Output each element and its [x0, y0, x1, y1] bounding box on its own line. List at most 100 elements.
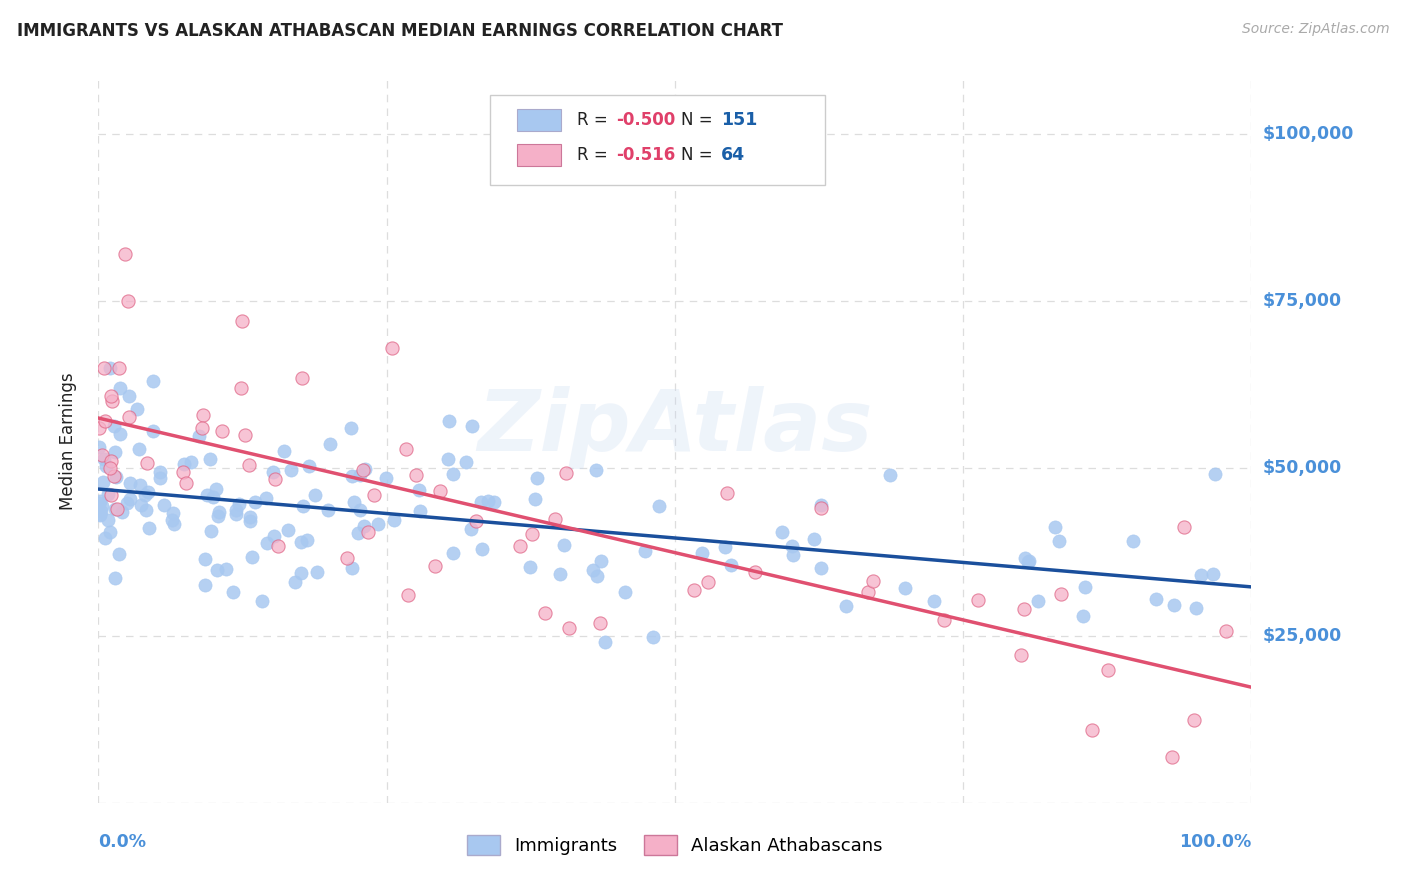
Point [519, 560, 541, 574]
Point [1185, 601, 1208, 615]
Point [238, 458, 260, 472]
Point [349, 467, 371, 482]
Point [862, 574, 884, 588]
Point [1097, 663, 1119, 677]
Point [443, 545, 465, 559]
Point [548, 567, 571, 582]
Point [295, 533, 318, 547]
Point [409, 504, 432, 518]
Point [1189, 567, 1212, 582]
Point [90, 448, 112, 462]
Point [744, 565, 766, 579]
Point [437, 452, 460, 467]
Point [352, 463, 374, 477]
Point [291, 371, 314, 385]
Point [589, 554, 612, 568]
Point [585, 463, 607, 477]
Point [482, 495, 505, 509]
Point [125, 402, 148, 417]
Point [202, 490, 225, 504]
Point [240, 549, 263, 564]
Point [142, 375, 165, 389]
Point [142, 424, 165, 438]
Point [357, 524, 380, 539]
Point [375, 471, 398, 485]
Point [277, 523, 299, 537]
Point [87, 440, 110, 454]
Point [1080, 723, 1102, 737]
Point [280, 463, 302, 477]
Point [1018, 554, 1040, 568]
Point [647, 499, 669, 513]
Point [1204, 467, 1226, 481]
Point [198, 451, 221, 466]
Point [1202, 567, 1225, 582]
Text: -0.516: -0.516 [616, 145, 675, 164]
Point [135, 503, 157, 517]
Point [93, 414, 115, 428]
Point [304, 488, 326, 502]
Point [225, 507, 247, 521]
Point [115, 495, 138, 509]
Point [405, 467, 427, 482]
Point [104, 469, 127, 483]
Point [1049, 587, 1071, 601]
Point [353, 462, 375, 476]
Text: N =: N = [681, 145, 717, 164]
Point [172, 465, 194, 479]
Point [558, 621, 581, 635]
Point [231, 314, 253, 328]
Point [588, 615, 610, 630]
Point [343, 495, 366, 509]
Point [94, 531, 117, 545]
Point [582, 564, 605, 578]
Point [225, 503, 247, 517]
Point [239, 510, 262, 524]
Point [193, 551, 215, 566]
Text: $75,000: $75,000 [1263, 292, 1341, 310]
Point [180, 455, 202, 469]
Point [105, 502, 128, 516]
Point [810, 498, 832, 512]
Point [292, 500, 315, 514]
Point [465, 514, 488, 528]
Point [207, 509, 229, 524]
Point [477, 494, 499, 508]
Point [1012, 602, 1035, 616]
Point [363, 488, 385, 502]
Text: Source: ZipAtlas.com: Source: ZipAtlas.com [1241, 22, 1389, 37]
Point [97, 487, 120, 501]
Point [250, 594, 273, 608]
Point [87, 421, 110, 435]
Point [1071, 608, 1094, 623]
Point [770, 525, 793, 540]
Point [117, 293, 139, 308]
Point [720, 558, 742, 572]
Point [353, 518, 375, 533]
Point [235, 427, 257, 442]
Point [264, 472, 287, 486]
Point [101, 394, 124, 409]
Point [153, 498, 176, 512]
Point [239, 514, 262, 528]
Point [120, 476, 142, 491]
Point [460, 418, 482, 433]
Point [111, 505, 134, 519]
Point [100, 454, 122, 468]
Point [714, 540, 737, 554]
Point [810, 561, 832, 575]
Point [803, 533, 825, 547]
Point [215, 562, 238, 576]
Point [93, 361, 115, 376]
Point [346, 525, 368, 540]
Point [228, 497, 250, 511]
Point [98, 524, 121, 539]
Point [211, 424, 233, 438]
Text: 0.0%: 0.0% [98, 833, 146, 851]
Point [290, 535, 312, 549]
Point [1014, 551, 1036, 566]
Point [396, 589, 419, 603]
Text: ZipAtlas: ZipAtlas [477, 385, 873, 468]
Point [526, 471, 548, 485]
Point [103, 419, 125, 434]
